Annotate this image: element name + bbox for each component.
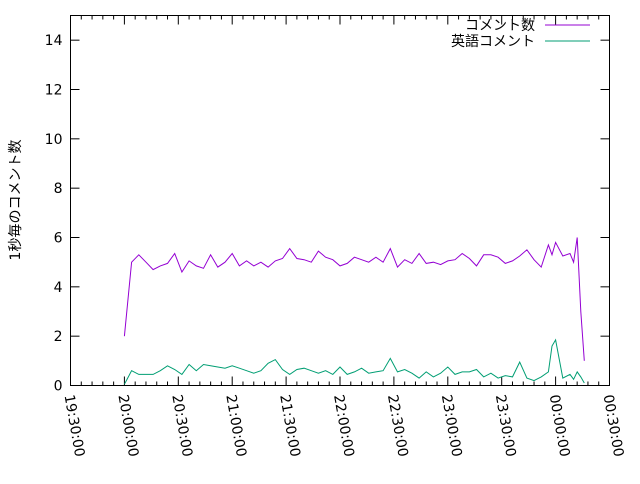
y-tick-label: 8 xyxy=(54,181,63,197)
plot-border xyxy=(70,15,610,386)
y-tick-label: 2 xyxy=(54,329,63,345)
y-tick-label: 4 xyxy=(54,280,63,296)
x-tick-label: 20:00:00 xyxy=(114,393,141,458)
x-tick-label: 00:00:00 xyxy=(546,393,573,458)
y-tick-label: 6 xyxy=(54,231,63,247)
x-tick-label: 21:30:00 xyxy=(276,393,303,458)
x-tick-label: 00:30:00 xyxy=(600,393,627,458)
x-tick-label: 21:00:00 xyxy=(222,393,249,458)
x-tick-label: 19:30:00 xyxy=(61,393,88,458)
legend-label: 英語コメント xyxy=(451,33,535,50)
axis-ticks: 0 2 4 6 8 10 12 14 19:30:00 20:00:00 20:30:00 21:00… xyxy=(45,15,627,458)
x-tick-label: 20:30:00 xyxy=(168,393,195,458)
x-tick-label: 22:00:00 xyxy=(330,393,357,458)
series-line-1 xyxy=(123,338,585,385)
x-tick-label: 23:30:00 xyxy=(492,393,519,458)
legend-label: コメント数 xyxy=(465,18,535,34)
y-tick-label: 12 xyxy=(45,83,63,99)
y-axis-label: 1秒毎のコメント数 xyxy=(8,140,24,261)
y-tick-label: 0 xyxy=(54,379,63,395)
x-tick-label: 22:30:00 xyxy=(384,393,411,458)
y-tick-label: 10 xyxy=(45,132,63,148)
series-group xyxy=(123,237,585,385)
series-line-0 xyxy=(123,237,585,361)
y-tick-label: 14 xyxy=(45,33,63,49)
x-tick-label: 23:00:00 xyxy=(438,393,465,458)
